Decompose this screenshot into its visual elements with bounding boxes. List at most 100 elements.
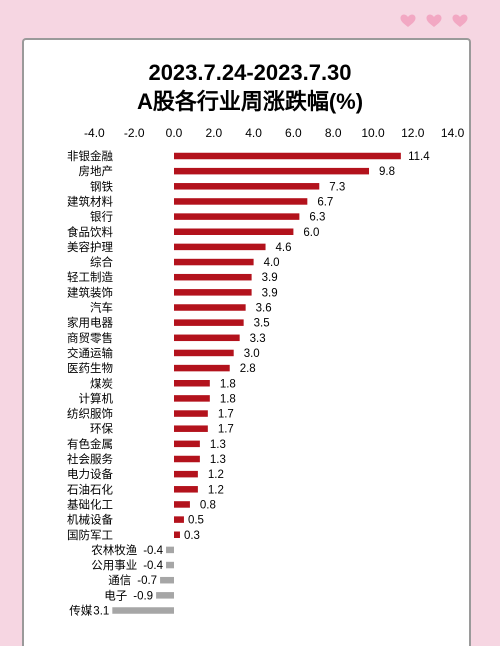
value-label: 0.3 [184,530,200,542]
bar [174,152,401,160]
bar [174,334,240,342]
value-label: 3.5 [254,318,270,330]
x-tick-label: 0.0 [166,126,183,140]
category-label: 交通运输 [67,346,113,360]
category-label: 银行 [90,210,113,224]
bars [112,152,401,614]
category-label: 汽车 [90,301,113,315]
bar [174,167,370,175]
bar [174,304,246,311]
category-label: 电子 [104,589,127,602]
decor-hearts [400,14,468,28]
category-label: 社会服务 [67,452,113,466]
bar [112,607,174,614]
value-label: 1.3 [210,454,226,466]
category-label: 石油石化 [67,482,113,496]
x-tick-label: -4.0 [84,126,105,140]
category-label: 建筑装饰 [67,285,113,299]
heart-icon [400,14,416,27]
bar [174,470,198,478]
bar [174,455,200,463]
value-label: 3.9 [262,272,278,284]
x-axis-ticks: -4.0 -2.0 0.0 2.0 4.0 6.0 8.0 10.0 12.0 14.0 [84,126,465,140]
bar [174,258,254,266]
category-label: 传媒 [69,604,92,618]
category-label: 公用事业 [91,559,137,572]
bar [174,380,210,387]
category-label: 环保 [90,422,113,436]
category-label: 纺织服饰 [67,407,113,421]
value-label: 9.8 [379,166,395,178]
heart-icon [452,14,468,27]
bar [174,410,208,417]
bar [174,364,230,372]
value-label: 6.7 [317,196,333,208]
category-label: 综合 [90,255,113,269]
value-label: 0.5 [188,515,204,527]
category-label: 计算机 [79,391,114,405]
value-label: 3.3 [250,333,266,345]
bar [174,486,198,493]
category-label: 房地产 [79,164,114,178]
value-label: 0.8 [200,499,216,511]
category-label: 美容护理 [67,240,113,254]
value-label: 6.0 [303,227,319,239]
value-label: -0.4 [143,560,163,572]
bar [174,395,210,402]
bar [174,183,320,190]
bar [174,440,200,448]
bar [174,243,266,251]
category-label: 基础化工 [67,497,113,511]
bar [166,561,174,569]
category-label: 农林牧渔 [91,543,137,557]
value-label: -0.9 [133,590,153,602]
x-tick-label: 14.0 [441,126,465,140]
value-label: 4.0 [264,257,280,269]
x-tick-label: 6.0 [285,126,302,140]
x-tick-label: 12.0 [401,126,425,140]
bar [160,576,174,584]
category-label: 家用电器 [67,316,113,330]
value-label: 7.3 [329,181,345,193]
category-label: 有色金属 [67,437,113,451]
bar [174,213,300,220]
value-label: 1.8 [220,378,236,390]
value-label: 3.0 [244,348,260,360]
bar [174,349,234,357]
value-label: 1.2 [208,484,224,496]
x-tick-label: 10.0 [361,126,385,140]
value-label: 1.8 [220,393,236,405]
category-label: 煤炭 [90,377,113,390]
value-label: 4.6 [276,242,292,254]
value-label: 1.7 [218,424,234,436]
category-labels: 非银金融房地产钢铁建筑材料银行食品饮料美容护理综合轻工制造建筑装饰汽车家用电器商… [67,149,137,618]
bar [174,198,308,205]
category-label: 机械设备 [67,513,113,527]
value-label: -0.4 [143,545,163,557]
value-label: 3.6 [256,303,272,315]
category-label: 通信 [108,574,131,587]
category-label: 非银金融 [67,149,113,163]
category-label: 轻工制造 [67,270,113,284]
x-tick-label: 8.0 [325,126,342,140]
bar [156,592,174,599]
bar [174,273,252,281]
bar [174,425,208,432]
value-label: 1.2 [208,469,224,481]
category-label: 国防军工 [67,528,113,542]
value-label: 3.1 [93,606,109,618]
value-label: 11.4 [408,151,430,163]
category-label: 建筑材料 [67,194,113,208]
bar [174,516,184,523]
value-label: 6.3 [309,212,325,224]
value-label: 1.7 [218,409,234,421]
value-label: 2.8 [240,363,256,375]
heart-icon [426,14,442,27]
value-label: -0.7 [137,575,157,587]
category-label: 商贸零售 [67,331,113,345]
category-label: 电力设备 [67,467,113,481]
value-label: 1.3 [210,439,226,451]
bar [174,531,180,538]
chart-subtitle: A股各行业周涨跌幅(%) [137,89,363,114]
